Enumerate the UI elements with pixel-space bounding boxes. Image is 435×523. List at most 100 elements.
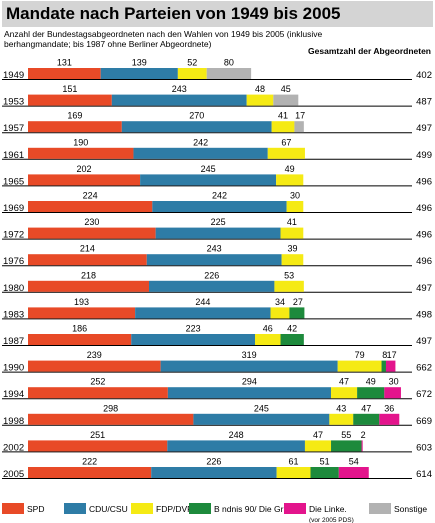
bar-segment [361, 440, 363, 452]
bar-segment [146, 254, 282, 266]
bar-segment [28, 360, 161, 372]
bar-segment [140, 174, 277, 186]
year-label: 2002 [3, 442, 24, 453]
bar-segment [270, 307, 290, 319]
data-label: 298 [103, 403, 118, 413]
bar-segment [111, 94, 247, 106]
data-label: 242 [212, 191, 227, 201]
data-label: 294 [242, 377, 257, 387]
data-label: 193 [74, 297, 89, 307]
data-label: 202 [77, 164, 92, 174]
bar-segment [384, 387, 401, 399]
year-label: 1961 [3, 150, 24, 161]
bar-segment [28, 307, 136, 319]
data-label: 244 [195, 297, 210, 307]
data-label: 17 [387, 350, 397, 360]
bar-segment [286, 201, 304, 212]
bar-segment [131, 334, 255, 345]
data-label: 242 [193, 137, 208, 147]
data-label: 131 [57, 58, 72, 68]
chart-title: Mandate nach Parteien von 1949 bis 2005 [2, 1, 433, 27]
legend-swatch [64, 503, 86, 514]
bar-segment [133, 147, 268, 159]
legend-swatch [131, 503, 153, 514]
bar-segment [280, 334, 304, 345]
bar-segment [331, 387, 358, 399]
bar-segment [379, 413, 400, 425]
legend-label: CDU/CSU [89, 504, 128, 514]
bar-segment [280, 227, 304, 239]
year-label: 1994 [3, 389, 24, 400]
legend-label: B ndnis 90/ Die Gr nen [214, 504, 300, 514]
data-label: 79 [355, 350, 365, 360]
data-label: 186 [72, 324, 87, 334]
data-label: 17 [295, 111, 305, 121]
data-label: 230 [84, 217, 99, 227]
data-label: 49 [285, 164, 295, 174]
data-label: 53 [284, 270, 294, 280]
bar-segment [155, 227, 281, 239]
year-label: 1965 [3, 176, 24, 187]
bar-segment [28, 467, 152, 478]
data-label: 52 [187, 58, 197, 68]
legend-swatch [369, 503, 391, 514]
data-label: 27 [293, 297, 303, 307]
bar-segment [381, 360, 386, 372]
bar-segment [28, 174, 141, 186]
total-label: 402 [416, 70, 432, 81]
data-label: 67 [281, 137, 291, 147]
data-label: 30 [290, 191, 300, 201]
bar-segment [271, 121, 295, 133]
legend-swatch [284, 503, 306, 514]
data-label: 251 [90, 430, 105, 440]
data-label: 39 [287, 244, 297, 254]
bar-segment [28, 121, 122, 133]
total-label: 497 [416, 336, 432, 347]
bar-segment [28, 440, 168, 452]
total-label: 669 [416, 416, 432, 427]
year-label: 1987 [3, 336, 24, 347]
bar-segment [276, 467, 311, 478]
data-label: 61 [289, 457, 299, 467]
data-label: 49 [366, 377, 376, 387]
bar-segment [276, 174, 304, 186]
total-label: 496 [416, 256, 432, 267]
year-label: 1998 [3, 416, 24, 427]
data-label: 243 [207, 244, 222, 254]
year-label: 1983 [3, 309, 24, 320]
total-label: 497 [416, 283, 432, 294]
bar-segment [304, 440, 332, 452]
data-label: 225 [211, 217, 226, 227]
data-label: 226 [204, 270, 219, 280]
data-label: 8 [382, 350, 387, 360]
total-label: 496 [416, 230, 432, 241]
bar-segment [167, 387, 332, 399]
year-label: 1949 [3, 70, 24, 81]
data-label: 226 [206, 457, 221, 467]
data-label: 222 [82, 457, 97, 467]
data-label: 55 [341, 430, 351, 440]
data-label: 42 [287, 324, 297, 334]
legend-label: Die Linke. [309, 504, 347, 514]
bar-segment [357, 387, 385, 399]
bar-segment [274, 280, 304, 292]
bar-segment [294, 121, 304, 133]
total-label: 496 [416, 176, 432, 187]
bar-segment [28, 201, 153, 212]
bar-segment [167, 440, 305, 452]
legend-label: FDP/DVP [156, 504, 193, 514]
bar-segment [289, 307, 305, 319]
bar-segment [310, 467, 339, 478]
data-label: 47 [313, 430, 323, 440]
bar-segment [160, 360, 338, 372]
total-label: 662 [416, 363, 432, 374]
bar-segment [255, 334, 281, 345]
total-column-header: Gesamtzahl der Abgeordneten [308, 46, 431, 56]
bar-segment [193, 413, 330, 425]
total-label: 498 [416, 309, 432, 320]
data-label: 245 [201, 164, 216, 174]
bar-segment [135, 307, 271, 319]
data-label: 36 [384, 403, 394, 413]
total-label: 496 [416, 203, 432, 214]
